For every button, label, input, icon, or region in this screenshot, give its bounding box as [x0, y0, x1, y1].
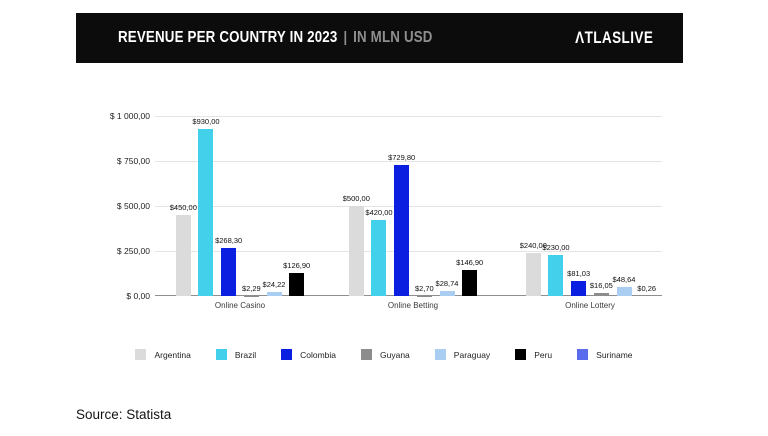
- legend-label: Brazil: [234, 349, 257, 360]
- bar-brazil: [548, 254, 564, 296]
- y-tick-label: $ 750,00: [116, 156, 150, 166]
- bar-value-label: $0,26: [637, 283, 657, 293]
- y-axis-labels: $ 1 000,00 $ 750,00 $ 500,00 $ 250,00 $ …: [0, 111, 150, 301]
- bar-value-label: $930,00: [192, 116, 220, 126]
- y-tick-label: $ 1 000,00: [109, 111, 150, 121]
- bar-peru: [289, 273, 305, 296]
- chart-title-unit: IN MLN USD: [353, 29, 433, 46]
- bar-value-label: $28,74: [435, 278, 459, 288]
- bar-value-label: $16,05: [589, 281, 613, 291]
- bar-group-online-casino: $450,00 $930,00 $268,30 $2,29 $24,22 $126,90: [169, 116, 311, 296]
- bar-argentina: [175, 215, 191, 296]
- bar-colombia: [221, 247, 237, 296]
- header-bar: REVENUE PER COUNTRY IN 2023 | IN MLN USD…: [76, 13, 683, 63]
- category-label-online-betting: Online Betting: [387, 301, 439, 310]
- y-tick-label: $ 500,00: [116, 201, 150, 211]
- bar-colombia: [571, 281, 587, 296]
- bar-group-online-lottery: $240,00 $230,00 $81,03 $16,05 $48,64 $0,26: [519, 116, 658, 296]
- bar-slot-peru: $146,90: [456, 116, 484, 296]
- bar-slot-guyana: $2,29: [240, 116, 263, 296]
- bar-value-label: $126,90: [283, 261, 311, 271]
- bar-group-online-betting: $500,00 $420,00 $729,80 $2,70 $28,74 $146,90: [342, 116, 484, 296]
- bar-value-label: $230,00: [542, 242, 570, 252]
- legend-item-guyana: Guyana: [361, 349, 410, 360]
- bar-value-label: $24,22: [262, 279, 286, 289]
- bar-slot-guyana: $16,05: [590, 116, 613, 296]
- bar-value-label: $450,00: [169, 203, 197, 212]
- bar-slot-peru: $126,90: [283, 116, 311, 296]
- source-note: Source: Statista: [76, 407, 172, 422]
- y-tick-label: $ 250,00: [116, 246, 150, 256]
- chart-title-main: REVENUE PER COUNTRY IN 2023: [118, 29, 338, 46]
- legend-item-brazil: Brazil: [215, 349, 257, 360]
- bar-paraguay: [439, 290, 455, 296]
- legend-label: Colombia: [300, 349, 337, 360]
- bar-slot-paraguay: $28,74: [435, 116, 459, 296]
- legend-label: Suriname: [596, 349, 633, 360]
- bar-brazil: [371, 220, 387, 296]
- bar-slot-brazil: $420,00: [365, 116, 393, 296]
- legend-swatch-peru: [515, 349, 527, 360]
- bar-paraguay: [266, 291, 282, 296]
- bar-value-label: $81,03: [567, 269, 591, 279]
- legend-swatch-brazil: [215, 349, 227, 360]
- bar-slot-suriname: $0,26: [635, 116, 658, 296]
- legend-swatch-colombia: [281, 349, 293, 360]
- bar-slot-argentina: $500,00: [342, 116, 370, 296]
- gridline: [155, 116, 662, 117]
- bar-value-label: $240,00: [519, 240, 547, 250]
- legend-item-suriname: Suriname: [577, 349, 633, 360]
- gridline: [155, 161, 662, 162]
- category-label-online-casino: Online Casino: [214, 301, 266, 310]
- bar-value-label: $2,70: [414, 283, 434, 293]
- legend-item-peru: Peru: [515, 349, 552, 360]
- bar-slot-colombia: $81,03: [567, 116, 590, 296]
- chart-plot-area: $450,00 $930,00 $268,30 $2,29 $24,22 $126,90 …: [155, 116, 662, 296]
- legend-swatch-argentina: [135, 349, 147, 360]
- legend-item-paraguay: Paraguay: [434, 349, 491, 360]
- category-label-online-lottery: Online Lottery: [565, 301, 615, 310]
- atlaslive-logo: ΛTLASLIVE: [574, 28, 653, 47]
- bar-value-label: $729,80: [388, 152, 416, 162]
- bar-colombia: [394, 164, 410, 296]
- bar-slot-paraguay: $48,64: [612, 116, 636, 296]
- bar-value-label: $2,29: [241, 283, 261, 293]
- legend-item-colombia: Colombia: [281, 349, 336, 360]
- bar-paraguay: [616, 287, 632, 296]
- y-tick-label: $ 0,00: [126, 291, 150, 301]
- chart-title: REVENUE PER COUNTRY IN 2023 | IN MLN USD: [118, 29, 433, 47]
- bar-brazil: [198, 128, 214, 296]
- bar-peru: [462, 269, 478, 296]
- bar-value-label: $420,00: [365, 208, 393, 218]
- legend-swatch-paraguay: [434, 349, 446, 360]
- bar-slot-brazil: $930,00: [192, 116, 220, 296]
- bar-slot-colombia: $268,30: [215, 116, 243, 296]
- bar-slot-colombia: $729,80: [388, 116, 416, 296]
- legend-label: Guyana: [380, 349, 410, 360]
- legend-label: Argentina: [154, 349, 191, 360]
- bar-argentina: [348, 206, 364, 296]
- chart-legend: Argentina Brazil Colombia Guyana Paragua…: [0, 349, 768, 360]
- legend-label: Peru: [534, 349, 553, 360]
- chart-title-separator: |: [343, 29, 348, 46]
- legend-swatch-guyana: [361, 349, 373, 360]
- bar-value-label: $268,30: [215, 235, 243, 245]
- bar-slot-guyana: $2,70: [413, 116, 436, 296]
- bar-value-label: $48,64: [612, 275, 636, 285]
- legend-swatch-suriname: [577, 349, 589, 360]
- legend-item-argentina: Argentina: [135, 349, 191, 360]
- bar-argentina: [525, 252, 541, 296]
- bar-value-label: $500,00: [342, 194, 370, 203]
- bar-slot-paraguay: $24,22: [262, 116, 286, 296]
- bar-slot-argentina: $240,00: [519, 116, 547, 296]
- bar-slot-brazil: $230,00: [542, 116, 570, 296]
- bar-slot-argentina: $450,00: [169, 116, 197, 296]
- bar-value-label: $146,90: [456, 257, 484, 267]
- legend-label: Paraguay: [453, 349, 491, 360]
- bar-guyana: [593, 293, 609, 296]
